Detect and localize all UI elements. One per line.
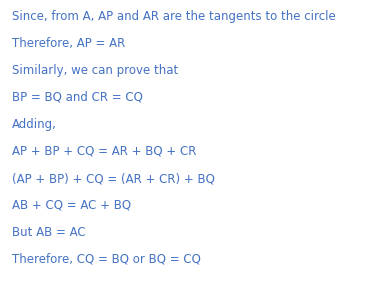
Text: (AP + BP) + CQ = (AR + CR) + BQ: (AP + BP) + CQ = (AR + CR) + BQ xyxy=(12,172,215,185)
Text: Since, from A, AP and AR are the tangents to the circle: Since, from A, AP and AR are the tangent… xyxy=(12,10,336,23)
Text: BP = BQ and CR = CQ: BP = BQ and CR = CQ xyxy=(12,91,143,104)
Text: Therefore, AP = AR: Therefore, AP = AR xyxy=(12,37,125,50)
Text: Similarly, we can prove that: Similarly, we can prove that xyxy=(12,64,178,77)
Text: Therefore, CQ = BQ or BQ = CQ: Therefore, CQ = BQ or BQ = CQ xyxy=(12,253,201,266)
Text: AB + CQ = AC + BQ: AB + CQ = AC + BQ xyxy=(12,199,131,212)
Text: Adding,: Adding, xyxy=(12,118,57,131)
Text: But AB = AC: But AB = AC xyxy=(12,226,86,239)
Text: AP + BP + CQ = AR + BQ + CR: AP + BP + CQ = AR + BQ + CR xyxy=(12,145,196,158)
